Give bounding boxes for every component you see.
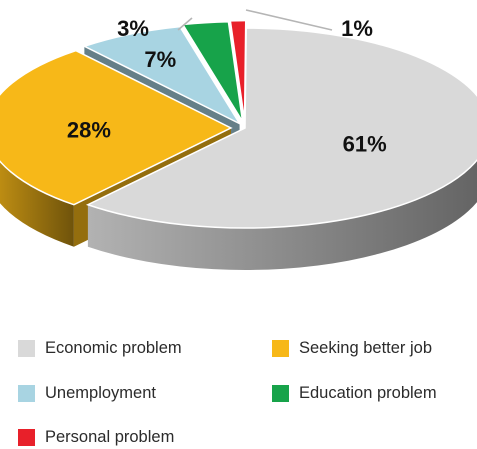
legend-swatch-seeking-better-job: [272, 339, 289, 357]
legend-swatch-economic-problem: [18, 339, 35, 357]
data-label-economic-problem: 61%: [343, 132, 387, 157]
pie-chart-svg: 61% 28% 7% 3% 1%: [0, 9, 477, 270]
leader-line-education-problem: [177, 17, 193, 31]
pie-slice-personal-problem: [229, 19, 247, 121]
legend-label-economic-problem: Economic problem: [45, 338, 182, 357]
pie-slice-education-problem: [181, 20, 244, 122]
leader-line-personal-problem: [245, 9, 333, 31]
legend-label-personal-problem: Personal problem: [45, 427, 175, 446]
legend-item-economic-problem: Economic problem: [18, 336, 182, 360]
pie-slice-unemployment: [82, 25, 242, 126]
pie-slice-seeking-better-job: [0, 49, 233, 206]
legend-item-personal-problem: Personal problem: [18, 425, 174, 449]
legend-item-unemployment: Unemployment: [18, 381, 156, 405]
legend-swatch-education-problem: [272, 384, 289, 402]
pie-slice-economic-problem: [85, 27, 477, 229]
legend-item-education-problem: Education problem: [272, 381, 437, 405]
data-label-unemployment: 7%: [144, 47, 176, 72]
pie-chart: 61% 28% 7% 3% 1%: [0, 9, 477, 270]
data-label-education-problem: 3%: [117, 16, 149, 41]
legend-label-unemployment: Unemployment: [45, 383, 156, 402]
legend-swatch-personal-problem: [18, 428, 35, 446]
legend-swatch-unemployment: [18, 384, 35, 402]
data-label-personal-problem: 1%: [341, 16, 373, 41]
legend-label-seeking-better-job: Seeking better job: [299, 338, 433, 357]
pie-side-economic-problem: [87, 160, 477, 270]
chart-legend: Economic problem Seeking better job Unem…: [0, 330, 477, 449]
data-label-seeking-better-job: 28%: [67, 117, 111, 142]
pie-side-seeking-better-job: [0, 161, 74, 247]
legend-label-education-problem: Education problem: [299, 383, 437, 402]
legend-item-seeking-better-job: Seeking better job: [272, 336, 432, 360]
